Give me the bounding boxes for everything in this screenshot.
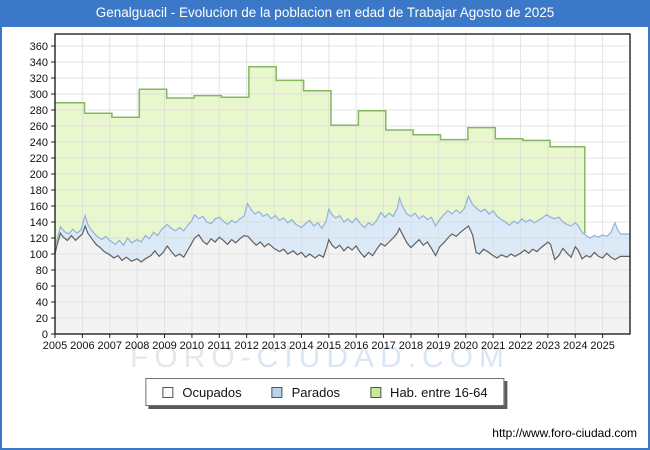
x-axis-label: 2005 [43, 340, 67, 352]
foro-ciudad-watermark: FORO-CIUDAD.COM [130, 341, 510, 374]
x-axis-label: 2019 [426, 340, 450, 352]
foro-ciudad-link[interactable]: http://www.foro-ciudad.com [492, 426, 637, 440]
x-axis-label: 2014 [289, 340, 313, 352]
x-axis-label: 2016 [344, 340, 368, 352]
x-axis-label: 2006 [70, 340, 94, 352]
chart-title: Genalguacil - Evolucion de la poblacion … [95, 5, 555, 20]
y-axis-label: 360 [30, 41, 48, 53]
y-axis-label: 240 [30, 137, 48, 149]
x-axis-label: 2023 [536, 340, 560, 352]
x-axis-label: 2018 [399, 340, 423, 352]
legend-label-hab16-64: Hab. entre 16-64 [390, 384, 488, 400]
legend-label-ocupados: Ocupados [182, 384, 242, 400]
hab-16-64-swatch-icon [370, 386, 382, 398]
y-axis-label: 140 [30, 217, 48, 229]
y-axis-label: 180 [30, 185, 48, 197]
x-axis-label: 2008 [125, 340, 149, 352]
legend-item-parados: Parados [271, 384, 341, 400]
y-axis-label: 300 [30, 89, 48, 101]
legend-item-ocupados: Ocupados [162, 384, 242, 400]
title-bar: Genalguacil - Evolucion de la poblacion … [0, 0, 650, 27]
x-axis-label: 2010 [180, 340, 204, 352]
x-axis-label: 2017 [371, 340, 395, 352]
x-axis-label: 2013 [262, 340, 286, 352]
x-axis-label: 2015 [317, 340, 341, 352]
x-axis-label: 2020 [453, 340, 477, 352]
x-axis-label: 2007 [98, 340, 122, 352]
y-axis-label: 260 [30, 121, 48, 133]
y-axis-label: 120 [30, 233, 48, 245]
x-axis-label: 2024 [563, 340, 587, 352]
y-axis-label: 220 [30, 153, 48, 165]
y-axis-label: 20 [36, 313, 48, 325]
legend-label-parados: Parados [291, 384, 341, 400]
y-axis-label: 80 [36, 265, 48, 277]
y-axis-label: 60 [36, 281, 48, 293]
x-axis-label: 2025 [590, 340, 614, 352]
y-axis-label: 320 [30, 73, 48, 85]
parados-swatch-icon [271, 386, 283, 398]
y-axis-label: 200 [30, 169, 48, 181]
legend: Ocupados Parados Hab. entre 16-64 [145, 378, 505, 406]
y-axis-label: 280 [30, 105, 48, 117]
y-axis-label: 160 [30, 201, 48, 213]
x-axis-label: 2022 [508, 340, 532, 352]
y-axis-label: 0 [42, 329, 48, 341]
y-axis-label: 100 [30, 249, 48, 261]
ocupados-swatch-icon [162, 386, 174, 398]
x-axis-label: 2009 [152, 340, 176, 352]
legend-item-hab16-64: Hab. entre 16-64 [370, 385, 488, 400]
y-axis-label: 40 [36, 297, 48, 309]
x-axis-label: 2011 [207, 340, 231, 352]
y-axis-label: 340 [30, 57, 48, 69]
x-axis-label: 2012 [234, 340, 258, 352]
x-axis-label: 2021 [481, 340, 505, 352]
